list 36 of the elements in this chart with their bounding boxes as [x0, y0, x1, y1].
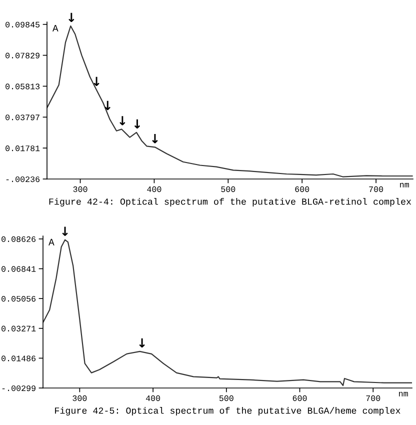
x-tick-label: 300: [73, 186, 88, 192]
x-tick-label: 500: [221, 186, 236, 192]
y-tick-label: 0.06841: [2, 266, 36, 272]
x-tick-label: 400: [147, 186, 162, 192]
y-axis-title: A: [52, 24, 58, 32]
x-tick-label: 300: [72, 395, 87, 402]
x-axis-title: nm: [399, 392, 408, 396]
annotation: ↓: [104, 100, 110, 110]
x-tick-label: 500: [219, 395, 234, 402]
annotation: ↓: [134, 119, 140, 128]
annotation: ↓: [152, 134, 158, 144]
y-tick-label: -.00236: [6, 176, 40, 182]
y-tick-label: 0.01486: [2, 356, 36, 362]
y-tick-label: 0.08626: [2, 236, 36, 242]
x-axis-title: nm: [400, 182, 409, 188]
x-tick-label: 400: [146, 395, 160, 402]
x-tick-label: 700: [369, 186, 384, 192]
text: Figure 42-4: Optical spectrum of the putative BLGA-retinol complex: [49, 198, 412, 207]
y-tick-label: 0.07829: [6, 52, 40, 58]
y-tick-label: 0.09845: [6, 22, 40, 28]
y-tick-label: 0.01781: [6, 146, 40, 152]
y-tick-label: -.00299: [2, 385, 36, 392]
text: Figure 42-5: Optical spectrum of the putative BLGA/heme complex: [55, 407, 400, 416]
y-tick-label: 0.03797: [6, 114, 40, 120]
annotation: ↓: [68, 12, 74, 22]
x-tick-label: 700: [366, 395, 380, 402]
annotation: ↓: [139, 338, 145, 348]
y-tick-label: 0.05056: [2, 296, 36, 302]
annotation: ↓: [62, 226, 68, 236]
annotation: ↓: [94, 76, 100, 86]
y-tick-label: 0.03271: [2, 326, 36, 332]
y-axis-title: A: [48, 238, 54, 246]
x-tick-label: 600: [295, 186, 310, 192]
y-tick-label: 0.05813: [6, 84, 40, 90]
annotation: ↓: [120, 116, 126, 126]
x-tick-label: 600: [292, 395, 307, 402]
